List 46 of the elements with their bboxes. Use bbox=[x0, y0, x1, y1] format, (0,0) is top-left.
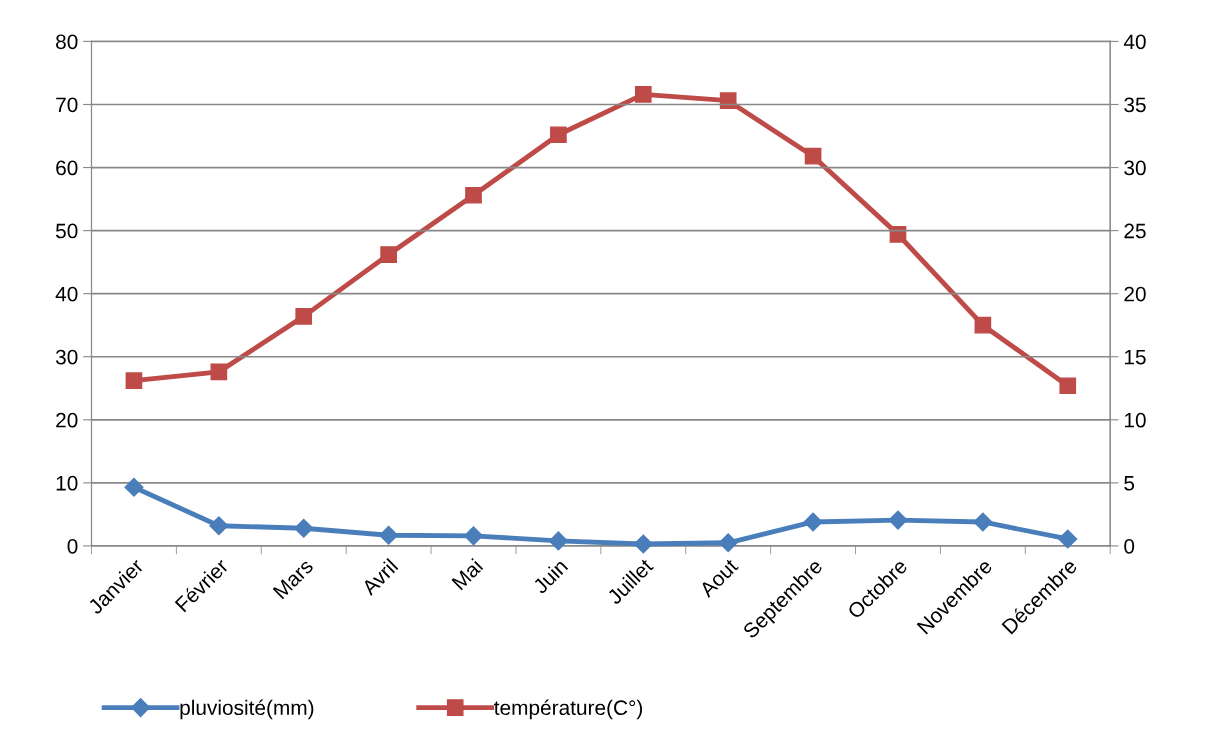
point bbox=[973, 512, 993, 532]
point bbox=[804, 147, 822, 165]
point bbox=[803, 512, 823, 532]
point bbox=[124, 477, 144, 497]
y-tick-label: 70 bbox=[56, 97, 78, 113]
point bbox=[634, 86, 652, 103]
point bbox=[380, 246, 397, 263]
point bbox=[209, 516, 229, 536]
point bbox=[210, 363, 228, 381]
y-tick-label: 40 bbox=[55, 286, 78, 302]
point bbox=[379, 525, 399, 545]
point bbox=[294, 518, 314, 538]
point bbox=[548, 531, 568, 551]
y2-tick-label: 40 bbox=[1123, 34, 1146, 50]
x-tick-label: Juin bbox=[531, 557, 569, 595]
y2-tick-label: 30 bbox=[1124, 160, 1146, 176]
y-tick-label: 30 bbox=[55, 349, 78, 365]
point bbox=[1059, 377, 1077, 395]
y-tick-label: 60 bbox=[56, 160, 78, 176]
point bbox=[889, 226, 907, 243]
point bbox=[463, 526, 484, 546]
point bbox=[633, 534, 653, 554]
y2-tick-label: 0 bbox=[1124, 538, 1135, 554]
x-tick-label: Mai bbox=[450, 558, 484, 591]
point bbox=[718, 533, 738, 553]
y2-tick-label: 5 bbox=[1124, 476, 1135, 491]
point bbox=[888, 510, 908, 530]
point bbox=[465, 186, 482, 204]
y-tick-label: 80 bbox=[56, 34, 78, 50]
y-tick-label: 0 bbox=[67, 538, 78, 554]
legend-label: température(C°) bbox=[494, 699, 643, 720]
point bbox=[295, 308, 313, 325]
point bbox=[719, 92, 737, 110]
y2-tick-label: 20 bbox=[1124, 286, 1146, 302]
y2-tick-label: 10 bbox=[1124, 412, 1146, 428]
legend-label: pluviosité(mm) bbox=[180, 699, 314, 720]
y-tick-label: 10 bbox=[56, 475, 78, 491]
point bbox=[550, 126, 567, 144]
y2-tick-label: 35 bbox=[1124, 97, 1146, 113]
point bbox=[1058, 529, 1078, 549]
point bbox=[125, 372, 143, 390]
y2-tick-label: 15 bbox=[1124, 349, 1146, 365]
y2-tick-label: 25 bbox=[1124, 223, 1146, 239]
y-tick-label: 50 bbox=[55, 223, 78, 239]
point bbox=[974, 316, 992, 334]
y-tick-label: 20 bbox=[56, 412, 78, 428]
